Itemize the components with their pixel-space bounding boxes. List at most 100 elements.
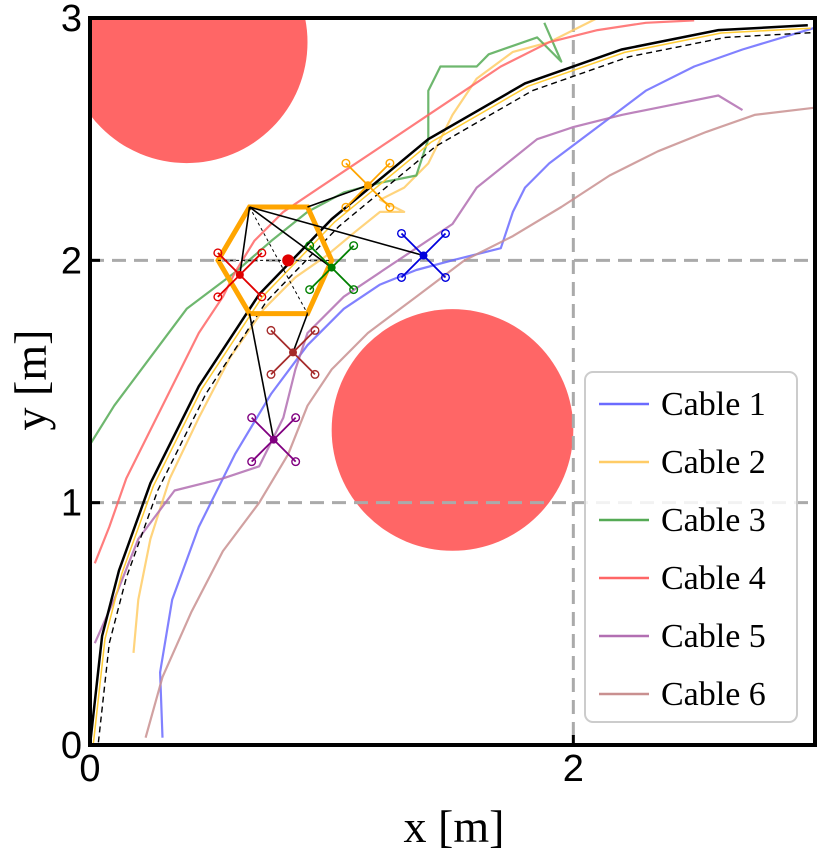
series-line-cable-6 bbox=[144, 106, 815, 738]
reference-path-line bbox=[90, 24, 808, 745]
rotor-icon bbox=[257, 248, 267, 258]
drone-arm bbox=[400, 232, 425, 257]
cable-line bbox=[249, 206, 424, 257]
drone-arm bbox=[345, 184, 369, 208]
y-tick-label: 1 bbox=[61, 483, 82, 525]
series-line-cable-3 bbox=[90, 22, 563, 446]
y-tick-label: 0 bbox=[61, 725, 82, 767]
drone-arm bbox=[251, 439, 275, 463]
drone-purple bbox=[247, 313, 301, 467]
reference-path-offset bbox=[92, 27, 811, 745]
rotor-icon bbox=[349, 241, 359, 251]
rotor-icon bbox=[310, 369, 320, 379]
rotor-icon bbox=[441, 272, 451, 282]
rotor-icon bbox=[257, 292, 267, 302]
cable-line bbox=[239, 206, 251, 275]
rotor-icon bbox=[341, 202, 351, 212]
series-line-cable-2 bbox=[132, 18, 598, 653]
y-tick-label: 2 bbox=[61, 240, 82, 282]
legend-label-cable-3: Cable 3 bbox=[661, 502, 766, 539]
rotor-icon bbox=[310, 325, 320, 335]
legend-label-cable-4: Cable 4 bbox=[661, 560, 766, 597]
rotor-icon bbox=[305, 241, 315, 251]
drone-body-marker bbox=[289, 348, 297, 357]
rotor-icon bbox=[349, 285, 359, 295]
legend-label-cable-5: Cable 5 bbox=[661, 618, 766, 655]
rotor-icon bbox=[305, 285, 315, 295]
rotor-icon bbox=[385, 158, 395, 168]
drone-orange bbox=[307, 158, 395, 212]
drone-arm bbox=[367, 162, 391, 186]
legend-label-cable-1: Cable 1 bbox=[661, 386, 766, 423]
drone-arm bbox=[292, 351, 316, 376]
rotor-icon bbox=[397, 228, 407, 238]
y-tick-label: 3 bbox=[61, 0, 82, 40]
drone-arm bbox=[309, 266, 333, 291]
drone-arm bbox=[309, 244, 333, 269]
drone-body-marker bbox=[327, 263, 336, 272]
series-line-cable-5 bbox=[93, 94, 744, 644]
rotor-icon bbox=[266, 325, 276, 335]
drone-arm bbox=[292, 329, 316, 354]
rotor-icon bbox=[266, 369, 276, 379]
y-axis-label: y [m] bbox=[5, 330, 56, 431]
drone-arm bbox=[422, 254, 447, 279]
rotor-icon bbox=[385, 202, 395, 212]
drone-blue bbox=[249, 206, 451, 282]
drone-green bbox=[249, 206, 359, 295]
x-tick-label: 0 bbox=[79, 748, 100, 790]
cable-line bbox=[292, 313, 309, 353]
axes-layer: 0 2 0 1 2 3 bbox=[61, 0, 817, 790]
rotor-icon bbox=[247, 413, 257, 423]
drone-arm bbox=[270, 329, 294, 354]
plot-frame bbox=[88, 16, 817, 747]
drone-body-marker bbox=[235, 270, 244, 279]
rotor-icon bbox=[213, 292, 223, 302]
obstacle-top-left bbox=[90, 18, 308, 164]
drone-red bbox=[213, 206, 267, 302]
cable-line bbox=[307, 184, 369, 208]
drones-layer bbox=[213, 158, 451, 467]
drone-brown bbox=[266, 313, 320, 379]
drone-arm bbox=[422, 232, 447, 257]
drone-arm bbox=[239, 252, 263, 276]
legend-box bbox=[584, 371, 798, 723]
drone-arm bbox=[217, 274, 241, 298]
payload-center-marker bbox=[282, 254, 295, 267]
rotor-icon bbox=[441, 228, 451, 238]
legend-label-cable-6: Cable 6 bbox=[661, 676, 766, 713]
drone-body-marker bbox=[419, 251, 428, 260]
drone-arm bbox=[251, 417, 275, 441]
legend-label-cable-2: Cable 2 bbox=[661, 444, 766, 481]
drone-arm bbox=[367, 184, 391, 208]
obstacle-center bbox=[331, 309, 574, 551]
drone-arm bbox=[273, 417, 297, 441]
obstacles-layer bbox=[90, 18, 574, 551]
x-axis-label: x [m] bbox=[404, 801, 505, 852]
rotor-icon bbox=[291, 457, 301, 467]
reference-layer bbox=[90, 24, 815, 745]
drone-body-marker bbox=[363, 181, 372, 190]
cable-line bbox=[248, 313, 275, 440]
series-layer bbox=[90, 18, 815, 738]
drone-arm bbox=[270, 351, 294, 376]
rotor-icon bbox=[247, 457, 257, 467]
legend: Cable 1 Cable 2 Cable 3 Cable 4 Cable 5 Cable… bbox=[584, 371, 798, 723]
series-line-cable-4 bbox=[93, 19, 695, 564]
cable-line bbox=[249, 206, 333, 269]
rotor-icon bbox=[291, 413, 301, 423]
drone-arm bbox=[331, 266, 355, 291]
reference-path-dashed bbox=[97, 31, 815, 745]
drone-arm bbox=[217, 252, 241, 276]
drone-arm bbox=[273, 439, 297, 463]
rotor-icon bbox=[397, 272, 407, 282]
drone-arm bbox=[345, 162, 369, 186]
drone-body-marker bbox=[269, 435, 278, 444]
drone-arm bbox=[239, 274, 263, 298]
rotor-icon bbox=[341, 158, 351, 168]
rotor-icon bbox=[213, 248, 223, 258]
drone-arm bbox=[331, 244, 355, 269]
drone-arm bbox=[400, 254, 425, 279]
x-tick-label: 2 bbox=[563, 748, 584, 790]
